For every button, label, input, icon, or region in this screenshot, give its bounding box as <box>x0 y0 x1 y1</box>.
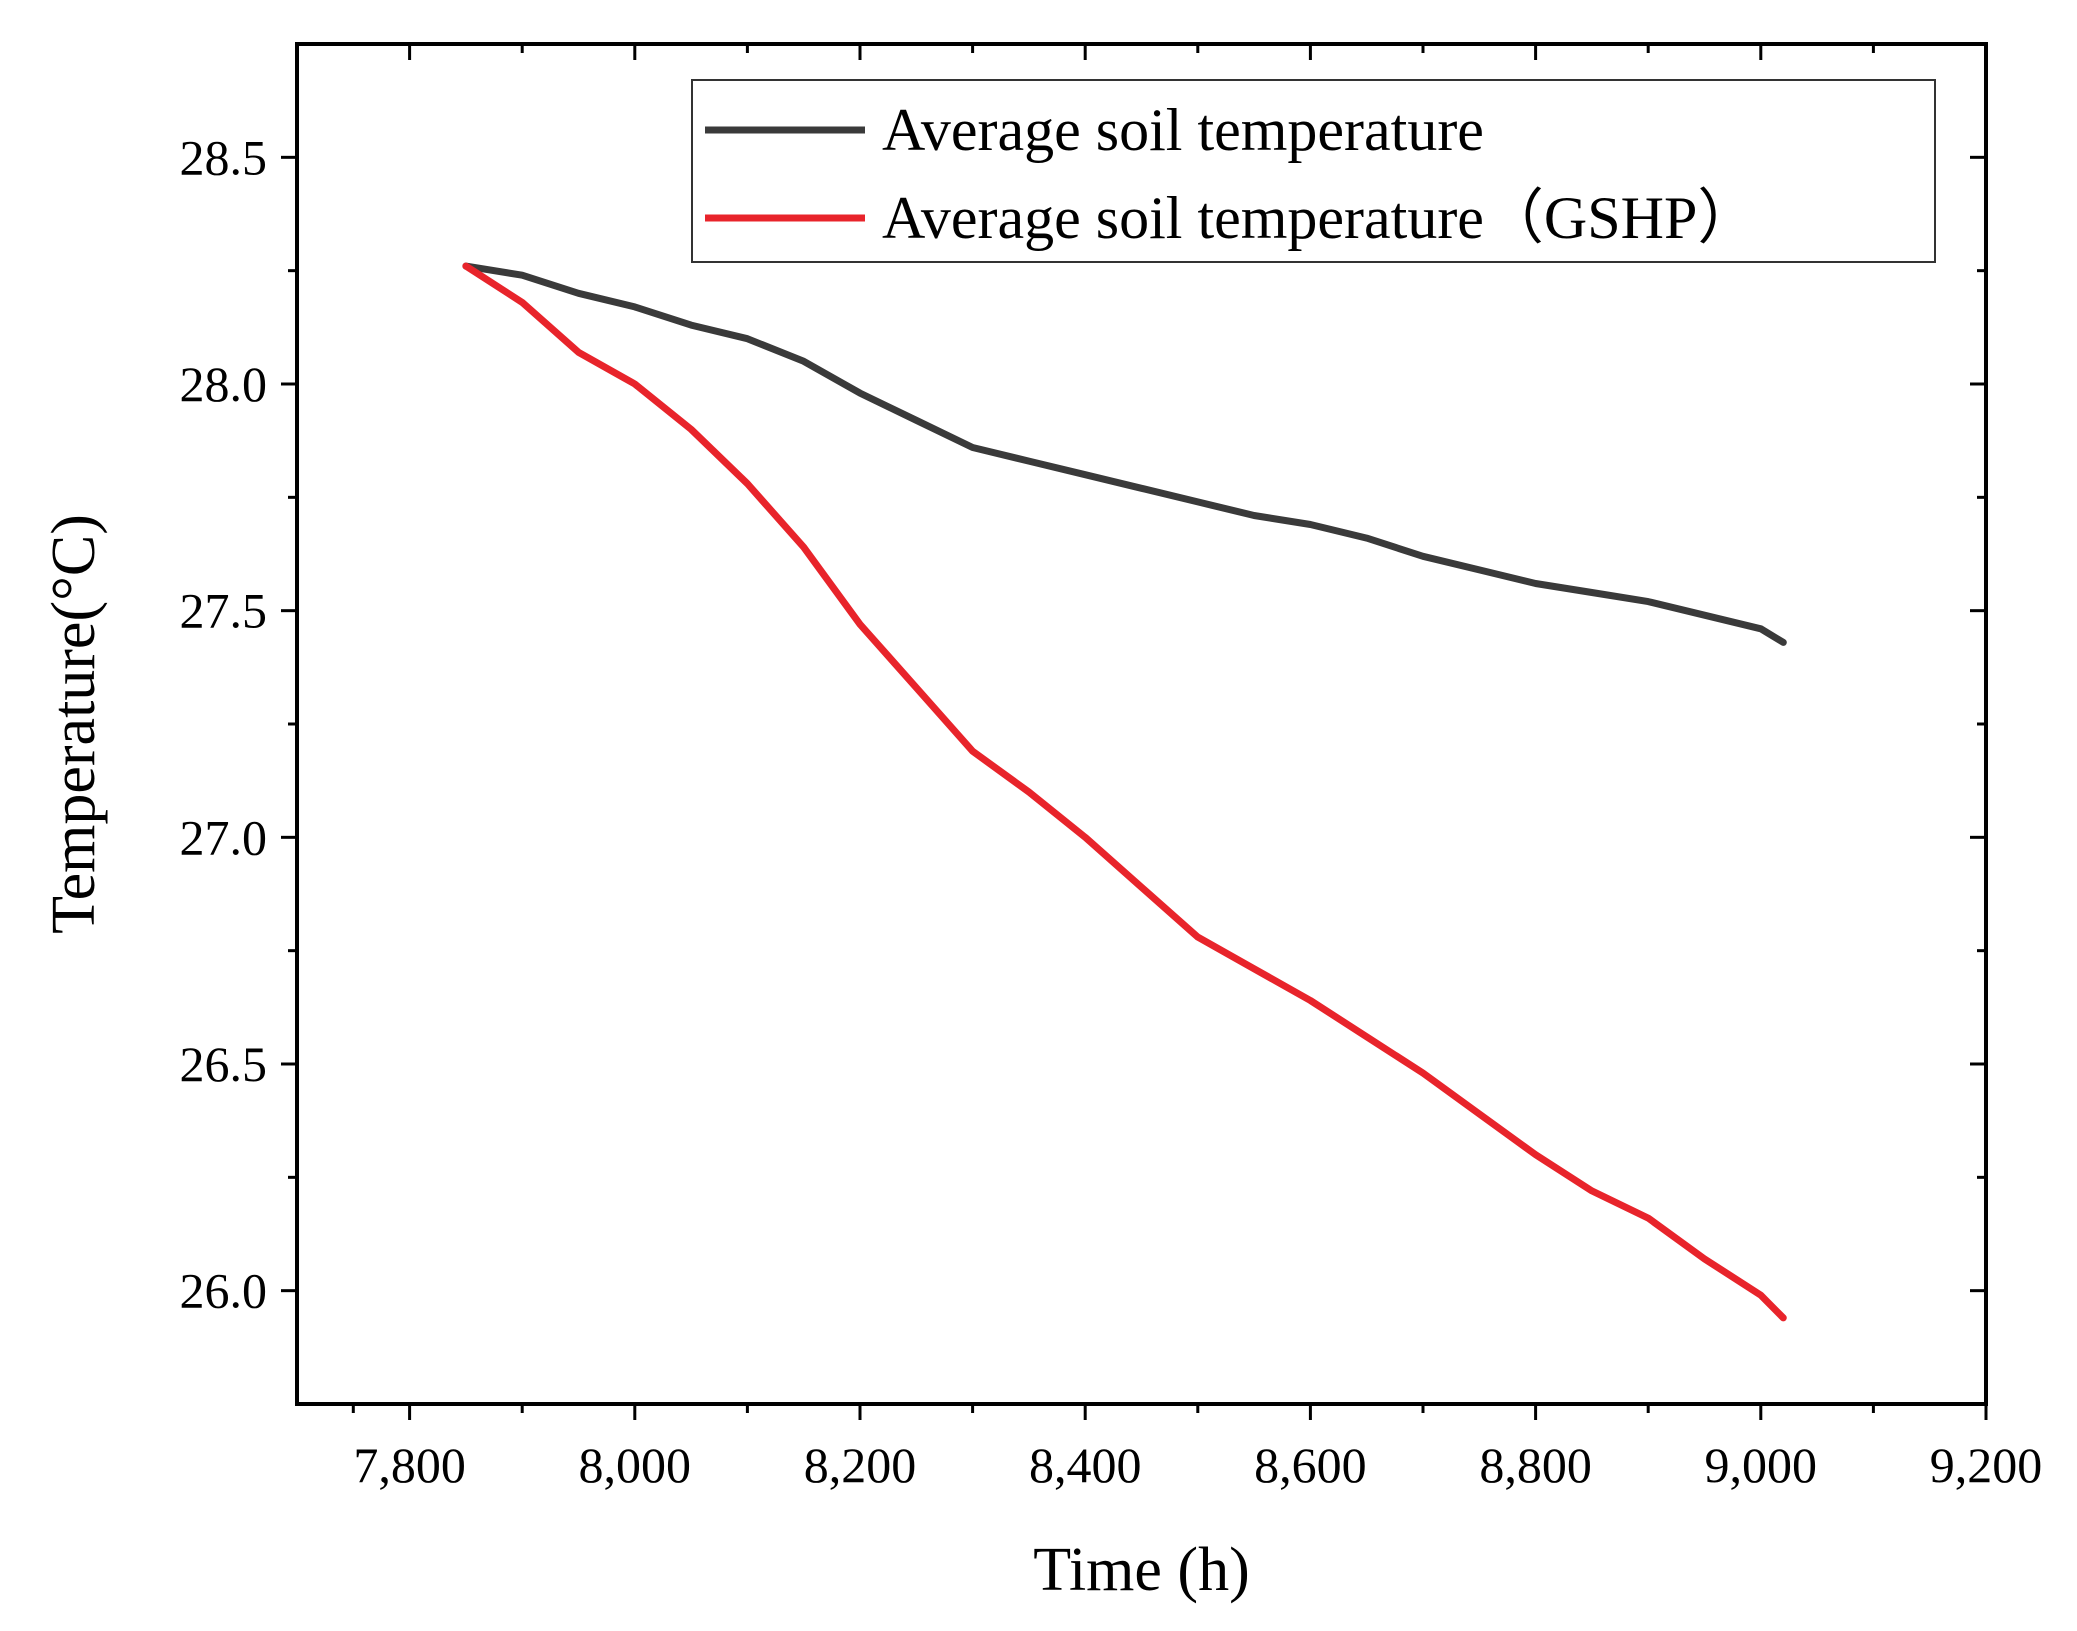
series-line-average-soil-temperature-gshp <box>462 262 1787 1322</box>
x-tick-label: 7,800 <box>353 1437 466 1493</box>
x-tick-label: 9,000 <box>1705 1437 1818 1493</box>
y-tick-label: 27.0 <box>180 809 268 865</box>
x-tick-label: 8,600 <box>1254 1437 1367 1493</box>
series-line-average-soil-temperature <box>462 262 1787 646</box>
x-tick-label: 8,200 <box>804 1437 917 1493</box>
x-tick-label: 8,400 <box>1029 1437 1142 1493</box>
y-tick-label: 27.5 <box>180 583 268 639</box>
legend-label-average-soil-temperature-gshp: Average soil temperature（GSHP） <box>882 185 1757 251</box>
y-tick-label: 28.0 <box>180 356 268 412</box>
axis-ticks <box>281 44 1988 1420</box>
y-tick-label: 26.0 <box>180 1263 268 1319</box>
y-tick-label: 26.5 <box>180 1036 268 1092</box>
legend-label-average-soil-temperature: Average soil temperature <box>882 97 1484 163</box>
series-layer <box>462 262 1787 1322</box>
y-axis-title: Temperature(°C) <box>40 514 108 934</box>
x-tick-label: 9,200 <box>1930 1437 2043 1493</box>
x-axis-title: Time (h) <box>1033 1536 1249 1604</box>
x-tick-label: 8,800 <box>1479 1437 1592 1493</box>
legend-box <box>691 79 1936 263</box>
y-tick-label: 28.5 <box>180 129 268 185</box>
axis-tick-labels: 7,800 8,000 8,200 8,400 8,600 8,800 9,000 9,200… <box>180 129 2043 1493</box>
x-tick-label: 8,000 <box>579 1437 692 1493</box>
legend: Average soil temperature Average soil te… <box>691 79 1936 263</box>
